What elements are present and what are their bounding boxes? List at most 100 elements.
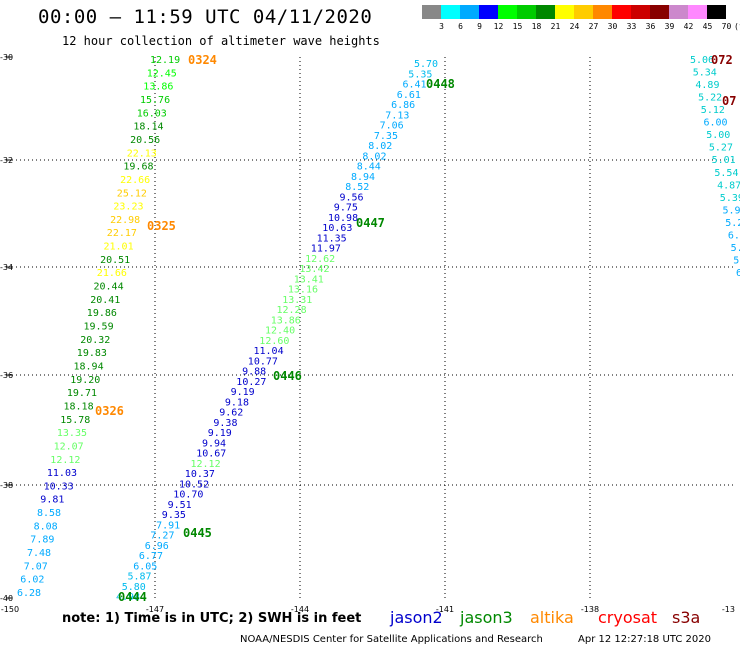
legend-label: 33 [626,22,637,31]
wave-height-value: 5.87 [128,572,152,583]
lat-label: -32 [0,156,13,165]
wave-height-value: 9.56 [340,192,364,203]
lat-label: -40 [0,594,13,603]
wave-height-value: 22.13 [127,148,157,159]
wave-height-value: 19.71 [67,388,97,399]
wave-height-value: 7.13 [385,110,409,121]
wave-height-value: 9.62 [219,408,243,419]
wave-height-value: 10.98 [328,213,358,224]
lat-label: -36 [0,371,13,380]
lon-label: -138 [581,605,599,614]
lon-label: -150 [1,605,19,614]
lon-label: -144 [291,605,309,614]
wave-height-value: 6.0 [728,230,740,241]
wave-height-value: 9.38 [213,418,237,429]
wave-height-value: 9.81 [40,495,64,506]
wave-height-value: 19.68 [123,162,153,173]
wave-height-value: 8.52 [345,182,369,193]
pass-time-label: 0326 [95,404,124,418]
legend-label: 6 [458,22,463,31]
wave-height-value: 12.62 [305,254,335,265]
wave-height-value: 6.96 [145,541,169,552]
lon-label: -141 [436,605,454,614]
wave-height-value: 5.00 [706,130,730,141]
wave-height-value: 7.35 [374,131,398,142]
wave-height-value: 5.27 [709,143,733,154]
wave-height-value: 18.14 [133,122,163,133]
lat-label: -38 [0,481,13,490]
legend-label: 70 [721,22,732,31]
wave-height-value: 12.19 [150,55,180,66]
wave-height-value: 13.86 [271,315,301,326]
wave-height-value: 19.59 [84,322,114,333]
wave-height-value: 8.94 [351,172,375,183]
wave-height-value: 10.70 [173,490,203,501]
wave-height-value: 6 [736,268,740,279]
wave-height-value: 6.41 [403,80,427,91]
wave-height-value: 5.54 [714,168,738,179]
wave-height-value: 10.27 [236,377,266,388]
wave-height-value: 11.35 [317,233,347,244]
wave-height-value: 12.07 [54,441,84,452]
wave-height-value: 13.16 [288,285,318,296]
pass-time-label: 0325 [147,219,176,233]
wave-height-value: 20.51 [100,255,130,266]
wave-height-value: 6.77 [139,551,163,562]
wave-height-value: 22.17 [107,228,137,239]
wave-height-value: 6.00 [704,118,728,129]
wave-height-value: 5.01 [712,155,736,166]
wave-height-value: 13.86 [143,82,173,93]
wave-height-value: 21.66 [97,268,127,279]
legend-label: 18 [531,22,542,31]
wave-height-value: 8.02 [362,151,386,162]
wave-height-value: 6.86 [391,100,415,111]
pass-time-label: 0445 [183,526,212,540]
units-note: note: 1) Time is in UTC; 2) SWH is in fe… [62,611,362,626]
wave-height-value: 10.52 [179,479,209,490]
wave-height-value: 12.40 [265,326,295,337]
wave-height-value: 19.86 [87,308,117,319]
wave-height-value: 11.04 [254,346,284,357]
pass-time-label: 0447 [356,216,385,230]
pass-time-label: 07 [722,94,736,108]
wave-height-value: 12.12 [50,455,80,466]
satellite-name: jason2 [390,608,443,627]
legend-label: 30 [607,22,618,31]
pass-time-label: 0444 [118,590,147,604]
time-tags: 0324 0325 0326 0448 0447 0446 0445 0444 072 07 [95,53,736,604]
wave-height-value: 11.97 [311,244,341,255]
wave-height-value: 16.03 [137,108,167,119]
map-grid [6,56,735,599]
wave-height-value: 5.80 [122,582,146,593]
wave-height-value: 5.22 [698,93,722,104]
lat-label: -34 [0,263,13,272]
wave-height-value: 8.58 [37,508,61,519]
pass-time-label: 0324 [188,53,217,67]
wave-height-value: 8.08 [34,521,58,532]
wave-height-value: 6.61 [397,90,421,101]
pass-time-label: 0446 [273,369,302,383]
wave-height-value: 10.67 [196,449,226,460]
wave-height-value: 9.19 [231,387,255,398]
wave-height-value: 10.33 [44,481,74,492]
legend-label: 24 [569,22,580,31]
legend-unit: (ft) [734,22,740,31]
wave-height-value: 5.12 [701,105,725,116]
wave-height-value: 15.76 [140,95,170,106]
satellite-name: s3a [672,608,701,627]
wave-height-value: 20.32 [80,335,110,346]
wave-height-value: 6.28 [17,588,41,599]
wave-height-value: 4.89 [695,80,719,91]
wave-height-value: 18.18 [64,401,94,412]
wave-height-value: 9.88 [242,367,266,378]
wave-height-value: 10.63 [322,223,352,234]
wave-height-value: 6.05 [133,561,157,572]
wave-height-value: 19.83 [77,348,107,359]
wave-height-value: 22.66 [120,175,150,186]
wave-height-value: 7.48 [27,548,51,559]
legend-label: 21 [550,22,561,31]
legend-label: 27 [588,22,599,31]
satellite-name: cryosat [598,608,658,627]
wave-height-value: 20.41 [90,295,120,306]
